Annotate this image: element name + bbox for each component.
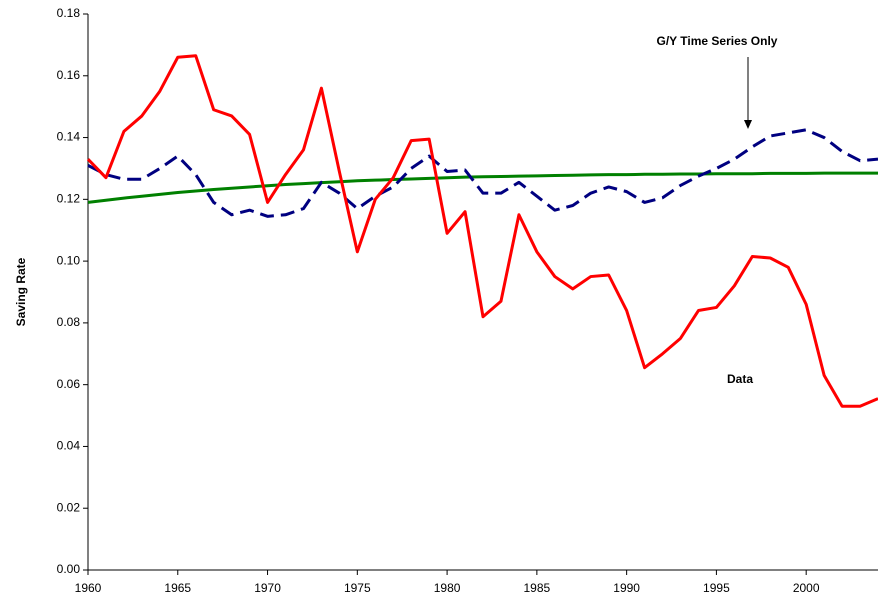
y-tick-label: 0.10 — [57, 253, 81, 267]
y-tick-label: 0.04 — [57, 439, 81, 453]
x-tick-label: 1975 — [344, 581, 371, 595]
series-line — [87, 128, 878, 218]
x-tick-label: 1965 — [164, 581, 191, 595]
x-tick-label: 1980 — [434, 581, 461, 595]
x-tick-label: 1985 — [524, 581, 551, 595]
y-tick-label: 0.16 — [57, 68, 81, 82]
x-tick-label: 1970 — [254, 581, 281, 595]
annotation: Data — [727, 372, 753, 386]
y-tick-label: 0.02 — [57, 500, 81, 514]
x-tick-label: 1960 — [75, 581, 102, 595]
series-line — [86, 54, 878, 408]
y-axis-label: Saving Rate — [14, 257, 28, 326]
x-tick-label: 2000 — [793, 581, 820, 595]
arrow-head — [744, 120, 752, 129]
series-line — [87, 171, 878, 204]
x-tick-label: 1995 — [703, 581, 730, 595]
y-tick-label: 0.18 — [57, 6, 81, 20]
y-tick-label: 0.00 — [57, 562, 81, 576]
x-tick-label: 1990 — [613, 581, 640, 595]
y-tick-label: 0.12 — [57, 192, 81, 206]
y-tick-label: 0.06 — [57, 377, 81, 391]
annotation: G/Y Time Series Only — [657, 34, 778, 48]
y-tick-label: 0.08 — [57, 315, 81, 329]
y-tick-label: 0.14 — [57, 130, 81, 144]
